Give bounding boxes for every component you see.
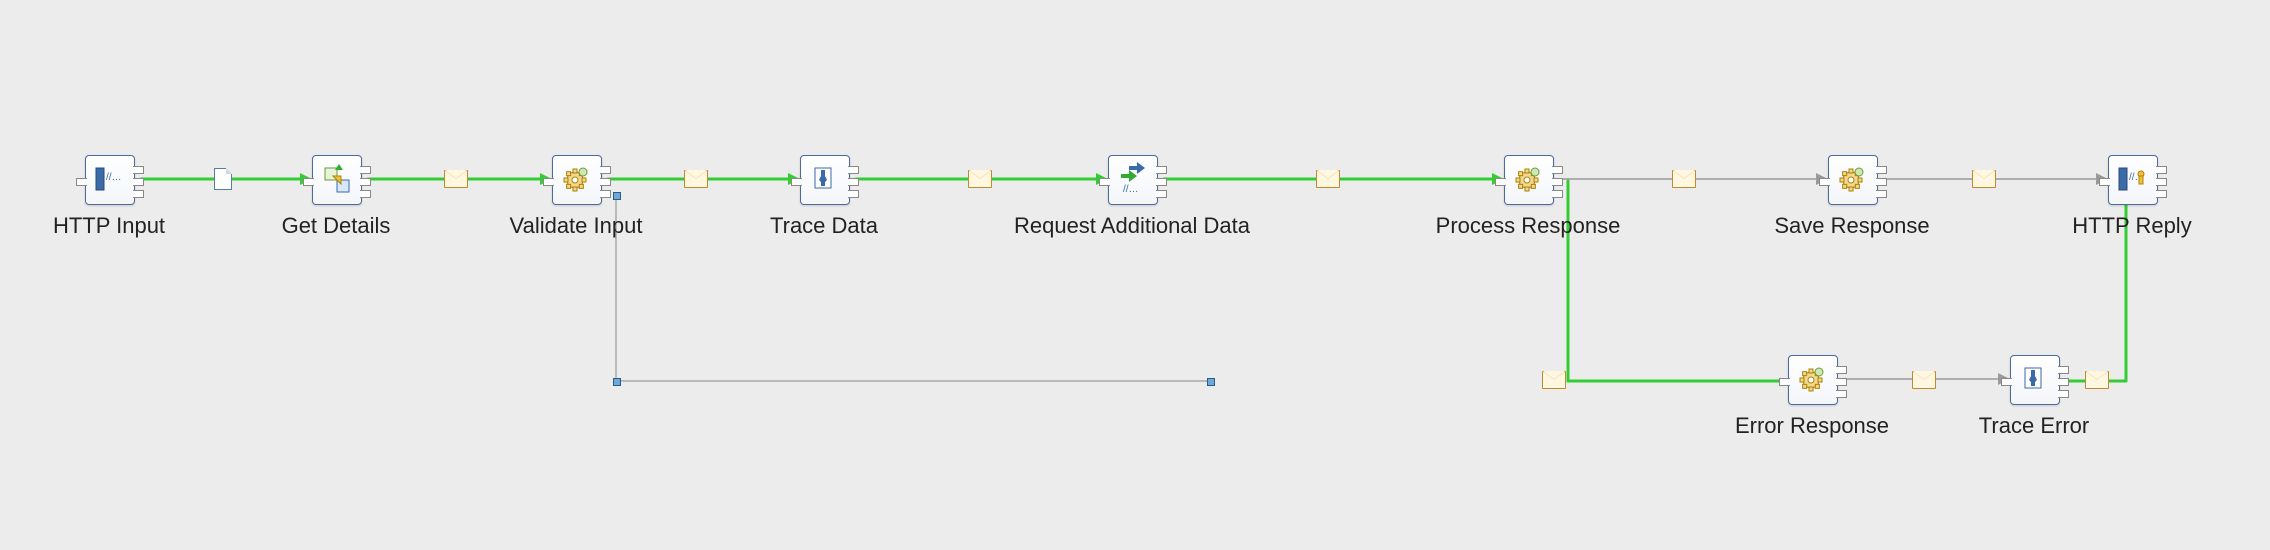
node-icon[interactable]: //… — [85, 155, 135, 205]
node-icon[interactable] — [312, 155, 362, 205]
svg-text://…: //… — [106, 172, 122, 183]
message-envelope-icon — [1972, 170, 1996, 188]
flow-node-error-resp[interactable]: Error Response — [1788, 355, 1836, 405]
node-label: HTTP Reply — [2072, 213, 2191, 239]
flow-node-validate[interactable]: Validate Input — [552, 155, 600, 205]
node-label: Validate Input — [510, 213, 643, 239]
svg-text://…: //… — [1123, 184, 1139, 195]
node-icon[interactable] — [2010, 355, 2060, 405]
flow-node-http-input[interactable]: //…HTTP Input — [85, 155, 133, 205]
node-label: Process Response — [1436, 213, 1621, 239]
flow-node-save[interactable]: Save Response — [1828, 155, 1876, 205]
flow-node-trace-error[interactable]: Trace Error — [2010, 355, 2058, 405]
node-label: HTTP Input — [53, 213, 165, 239]
node-label: Save Response — [1774, 213, 1929, 239]
node-icon[interactable]: //… — [1108, 155, 1158, 205]
wire-anchor — [613, 192, 621, 200]
node-icon[interactable] — [552, 155, 602, 205]
node-label: Get Details — [282, 213, 391, 239]
flow-canvas: //…HTTP InputGet DetailsValidate InputTr… — [0, 0, 2270, 550]
node-icon[interactable] — [1788, 355, 1838, 405]
wire-anchor — [1207, 378, 1215, 386]
message-envelope-icon — [2085, 371, 2109, 389]
node-icon[interactable] — [1504, 155, 1554, 205]
message-envelope-icon — [1672, 170, 1696, 188]
message-envelope-icon — [1912, 371, 1936, 389]
message-envelope-icon — [1316, 170, 1340, 188]
flow-node-http-reply[interactable]: //…HTTP Reply — [2108, 155, 2156, 205]
node-icon[interactable]: //… — [2108, 155, 2158, 205]
node-label: Error Response — [1735, 413, 1889, 439]
message-envelope-icon — [444, 170, 468, 188]
message-envelope-icon — [968, 170, 992, 188]
node-label: Trace Error — [1979, 413, 2089, 439]
wire-anchor — [613, 378, 621, 386]
node-icon[interactable] — [800, 155, 850, 205]
flow-node-get-details[interactable]: Get Details — [312, 155, 360, 205]
message-envelope-icon — [1542, 371, 1566, 389]
flow-node-trace-data[interactable]: Trace Data — [800, 155, 848, 205]
message-envelope-icon — [684, 170, 708, 188]
flow-node-process[interactable]: Process Response — [1504, 155, 1552, 205]
node-label: Trace Data — [770, 213, 878, 239]
flow-node-request[interactable]: //…Request Additional Data — [1108, 155, 1156, 205]
node-label: Request Additional Data — [1014, 213, 1250, 239]
document-icon — [214, 168, 232, 190]
node-icon[interactable] — [1828, 155, 1878, 205]
edge-layer — [0, 0, 2270, 550]
